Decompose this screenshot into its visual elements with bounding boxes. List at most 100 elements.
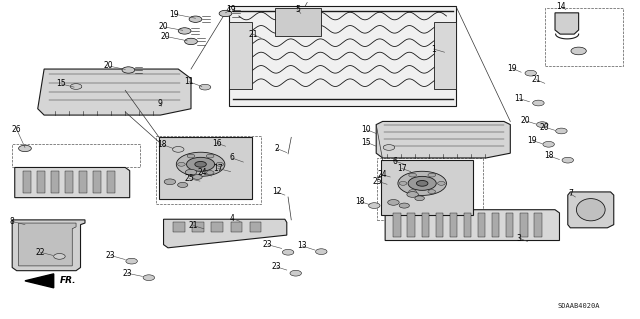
- Bar: [250, 222, 261, 232]
- Circle shape: [54, 254, 65, 259]
- Circle shape: [126, 258, 138, 264]
- Bar: [506, 213, 513, 237]
- Circle shape: [164, 179, 175, 185]
- Circle shape: [206, 154, 214, 158]
- Bar: [422, 213, 429, 237]
- Circle shape: [417, 181, 428, 186]
- Polygon shape: [385, 210, 559, 241]
- Ellipse shape: [577, 199, 605, 221]
- Bar: [378, 158, 483, 220]
- Polygon shape: [376, 122, 510, 158]
- Circle shape: [290, 271, 301, 276]
- Circle shape: [184, 38, 197, 45]
- Text: 19: 19: [507, 63, 516, 73]
- Text: 11: 11: [515, 94, 524, 103]
- Bar: [450, 213, 458, 237]
- Circle shape: [177, 182, 188, 188]
- Circle shape: [428, 190, 436, 194]
- Bar: [408, 213, 415, 237]
- Text: 12: 12: [272, 188, 282, 197]
- Polygon shape: [25, 274, 54, 288]
- Text: 17: 17: [397, 164, 406, 173]
- Text: SDAAB4020A: SDAAB4020A: [557, 303, 600, 309]
- Bar: [268, 6, 330, 40]
- Circle shape: [428, 173, 436, 177]
- Circle shape: [536, 122, 548, 128]
- Bar: [156, 136, 261, 204]
- Circle shape: [383, 145, 395, 150]
- Circle shape: [143, 275, 155, 280]
- Polygon shape: [12, 220, 85, 271]
- Circle shape: [525, 70, 536, 76]
- Circle shape: [199, 84, 211, 90]
- Bar: [434, 22, 456, 89]
- Circle shape: [193, 174, 202, 179]
- Bar: [12, 144, 140, 167]
- Circle shape: [177, 162, 185, 166]
- Text: 14: 14: [557, 2, 566, 11]
- Polygon shape: [568, 192, 614, 228]
- Bar: [65, 171, 73, 193]
- Bar: [79, 171, 87, 193]
- Polygon shape: [15, 167, 130, 198]
- Circle shape: [407, 192, 419, 197]
- Text: 19: 19: [170, 10, 179, 19]
- Circle shape: [562, 157, 573, 163]
- Bar: [229, 22, 252, 89]
- Circle shape: [409, 173, 417, 177]
- Text: 23: 23: [272, 262, 282, 271]
- Text: 6: 6: [229, 153, 234, 162]
- Circle shape: [415, 196, 424, 201]
- Circle shape: [399, 182, 407, 185]
- Text: 26: 26: [12, 125, 22, 134]
- Text: 23: 23: [106, 251, 115, 260]
- Polygon shape: [555, 13, 579, 34]
- Bar: [211, 222, 223, 232]
- Circle shape: [19, 145, 31, 152]
- Text: 8: 8: [10, 217, 15, 226]
- Bar: [230, 222, 242, 232]
- Text: 17: 17: [213, 164, 223, 173]
- Circle shape: [178, 28, 191, 34]
- Bar: [436, 213, 444, 237]
- Circle shape: [571, 47, 586, 55]
- Circle shape: [187, 154, 195, 158]
- Text: 23: 23: [263, 240, 273, 249]
- Polygon shape: [38, 69, 191, 115]
- Bar: [534, 213, 541, 237]
- Circle shape: [219, 10, 232, 17]
- Text: 6: 6: [393, 157, 398, 166]
- Text: 24: 24: [378, 170, 387, 179]
- Circle shape: [179, 28, 190, 34]
- Text: 18: 18: [544, 151, 554, 160]
- Text: 16: 16: [212, 138, 221, 147]
- Bar: [394, 213, 401, 237]
- Circle shape: [189, 16, 201, 22]
- Text: FR.: FR.: [60, 276, 77, 285]
- Bar: [492, 213, 499, 237]
- Circle shape: [556, 128, 567, 134]
- Text: 2: 2: [274, 144, 279, 153]
- Text: 21: 21: [189, 221, 198, 230]
- Text: 22: 22: [36, 248, 45, 257]
- Circle shape: [409, 190, 417, 194]
- Text: 20: 20: [161, 32, 170, 41]
- Text: 15: 15: [361, 137, 371, 146]
- Text: 25: 25: [372, 177, 382, 186]
- Text: 4: 4: [229, 214, 234, 223]
- Bar: [23, 171, 31, 193]
- Bar: [37, 171, 45, 193]
- Circle shape: [282, 249, 294, 255]
- Circle shape: [123, 67, 134, 73]
- Text: 1: 1: [431, 45, 436, 54]
- Text: 20: 20: [159, 22, 168, 31]
- Text: 15: 15: [56, 79, 66, 88]
- Text: 21: 21: [248, 30, 258, 39]
- Bar: [93, 171, 101, 193]
- Polygon shape: [164, 219, 287, 248]
- Circle shape: [216, 162, 223, 166]
- Circle shape: [189, 16, 202, 22]
- Text: 23: 23: [122, 269, 132, 278]
- Circle shape: [185, 39, 196, 44]
- Text: 19: 19: [226, 5, 236, 14]
